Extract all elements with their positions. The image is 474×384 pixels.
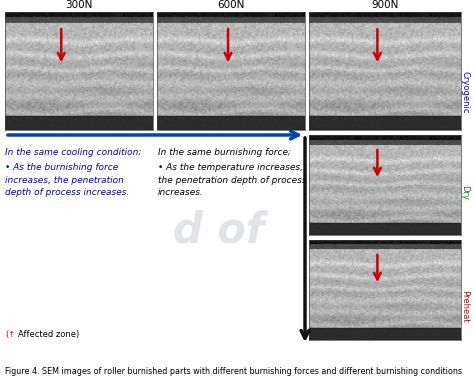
Bar bbox=[309, 223, 461, 235]
Text: d of: d of bbox=[173, 209, 264, 252]
Bar bbox=[309, 116, 461, 130]
Text: 900N: 900N bbox=[371, 0, 399, 10]
Bar bbox=[5, 116, 153, 130]
Text: Cryogenic: Cryogenic bbox=[461, 71, 470, 114]
Text: In the same cooling condition;: In the same cooling condition; bbox=[5, 148, 141, 157]
Text: Figure 4. SEM images of roller burnished parts with different burnishing forces : Figure 4. SEM images of roller burnished… bbox=[5, 367, 462, 376]
Bar bbox=[309, 328, 461, 340]
Text: 600N: 600N bbox=[217, 0, 245, 10]
Bar bbox=[157, 116, 305, 130]
Text: In the same burnishing force;: In the same burnishing force; bbox=[158, 148, 291, 157]
Text: • As the temperature increases,
the penetration depth of process
increases.: • As the temperature increases, the pene… bbox=[158, 163, 307, 197]
Text: • As the burnishing force
increases, the penetration
depth of process increases.: • As the burnishing force increases, the… bbox=[5, 163, 129, 197]
Text: Affected zone): Affected zone) bbox=[18, 330, 80, 339]
Text: 300N: 300N bbox=[65, 0, 93, 10]
Text: Preheat: Preheat bbox=[461, 290, 470, 323]
Text: (↑: (↑ bbox=[5, 330, 15, 339]
Text: Dry: Dry bbox=[461, 185, 470, 200]
